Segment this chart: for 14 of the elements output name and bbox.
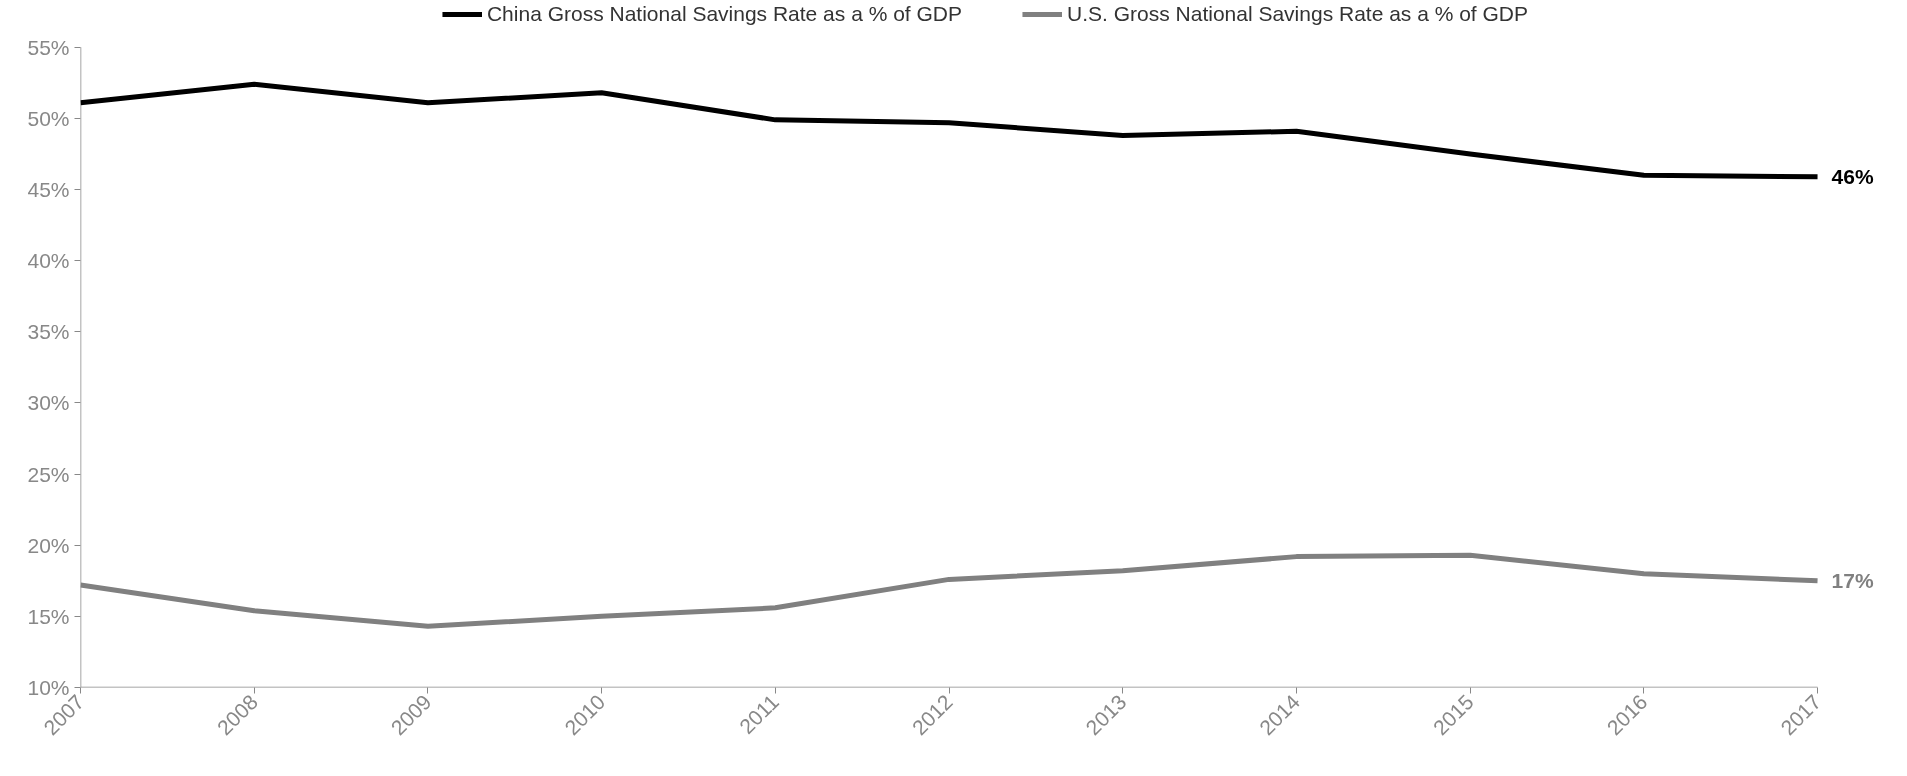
y-tick-label: 45% [27, 178, 70, 202]
data-label: 46% [1831, 165, 1874, 189]
legend-label: China Gross National Savings Rate as a % of GDP [486, 2, 963, 26]
y-tick-label: 30% [27, 391, 70, 415]
y-tick-label: 40% [27, 249, 70, 273]
data-label: 17% [1831, 569, 1874, 593]
y-tick-label: 35% [27, 320, 70, 344]
y-tick-label: 55% [27, 35, 70, 59]
y-tick-label: 25% [27, 462, 70, 486]
y-tick-label: 20% [27, 533, 70, 557]
y-tick-label: 10% [27, 676, 70, 699]
y-tick-label: 50% [27, 106, 70, 130]
y-tick-label: 15% [27, 604, 70, 628]
legend-label: U.S. Gross National Savings Rate as a % of GDP [1067, 2, 1529, 26]
